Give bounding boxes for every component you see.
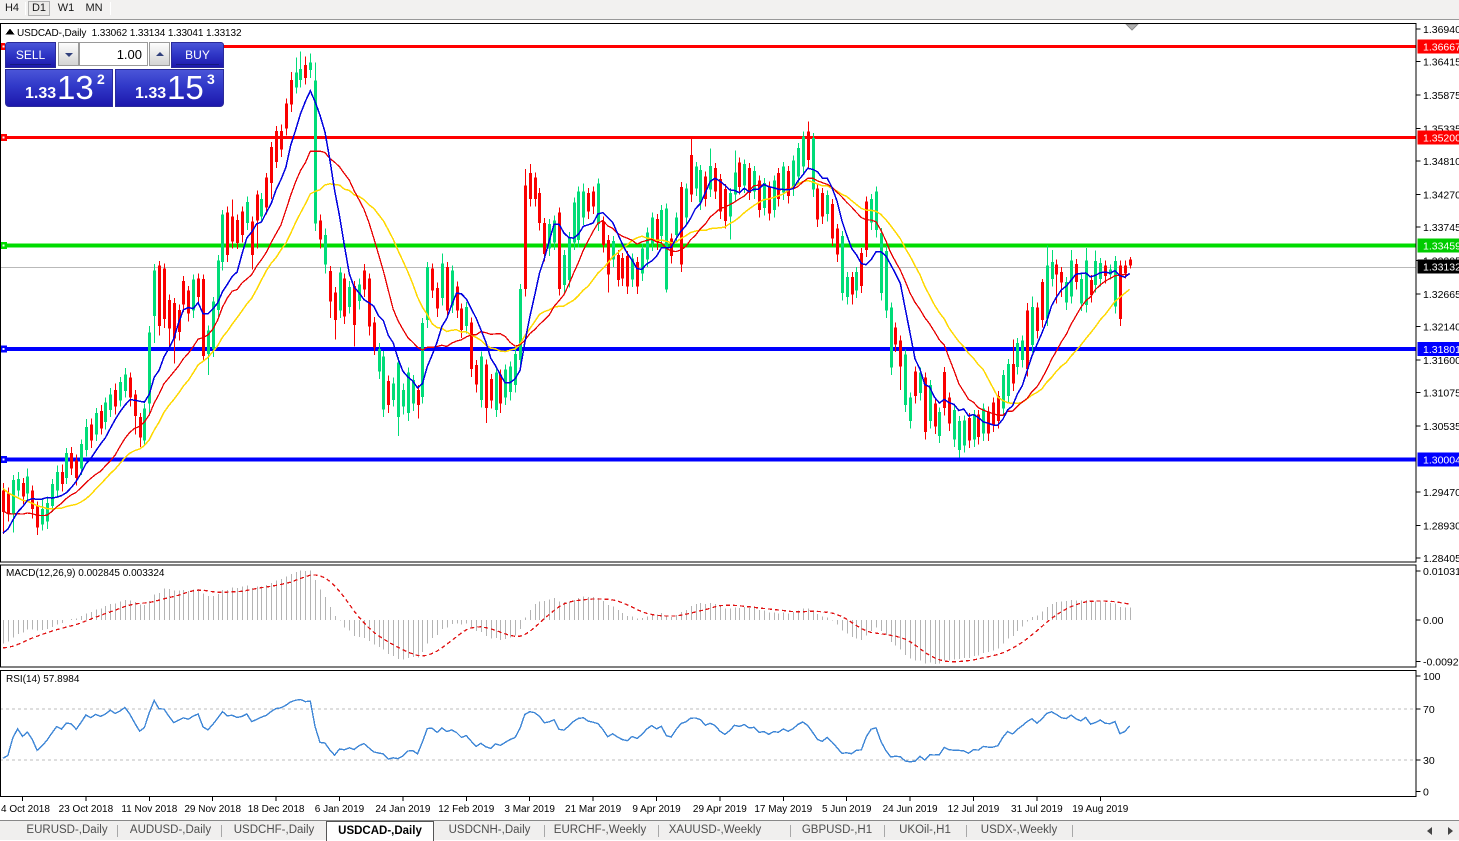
svg-text:4 Oct 2018: 4 Oct 2018 — [1, 804, 50, 815]
svg-text:1.32140: 1.32140 — [1423, 322, 1459, 334]
svg-text:6 Jan 2019: 6 Jan 2019 — [315, 804, 365, 815]
svg-text:1.30004: 1.30004 — [1423, 455, 1459, 467]
svg-text:RSI(14) 57.8984: RSI(14) 57.8984 — [6, 674, 80, 685]
svg-text:1.35875: 1.35875 — [1423, 90, 1459, 102]
svg-text:MACD(12,26,9) 0.002845 0.00332: MACD(12,26,9) 0.002845 0.003324 — [6, 568, 165, 579]
svg-text:18 Dec 2018: 18 Dec 2018 — [248, 804, 305, 815]
svg-text:23 Oct 2018: 23 Oct 2018 — [59, 804, 114, 815]
svg-text:9 Apr 2019: 9 Apr 2019 — [632, 804, 681, 815]
svg-text:0.010311: 0.010311 — [1423, 566, 1459, 578]
svg-text:12 Feb 2019: 12 Feb 2019 — [438, 804, 495, 815]
svg-text:1.28405: 1.28405 — [1423, 553, 1459, 565]
svg-text:19 Aug 2019: 19 Aug 2019 — [1072, 804, 1129, 815]
svg-text:100: 100 — [1423, 671, 1441, 683]
svg-text:USDCAD-,Daily 1.33062 1.33134: USDCAD-,Daily 1.33062 1.33134 1.33041 1.… — [17, 28, 242, 39]
svg-text:24 Jun 2019: 24 Jun 2019 — [883, 804, 938, 815]
svg-text:31 Jul 2019: 31 Jul 2019 — [1011, 804, 1063, 815]
svg-text:29 Nov 2018: 29 Nov 2018 — [184, 804, 241, 815]
svg-text:1.33745: 1.33745 — [1423, 222, 1459, 234]
svg-text:17 May 2019: 17 May 2019 — [754, 804, 812, 815]
svg-text:1.32665: 1.32665 — [1423, 289, 1459, 301]
svg-text:1.31600: 1.31600 — [1423, 355, 1459, 367]
svg-text:1.28930: 1.28930 — [1423, 521, 1459, 533]
svg-text:1.31801: 1.31801 — [1423, 344, 1459, 356]
svg-text:30: 30 — [1423, 755, 1435, 767]
svg-text:12 Jul 2019: 12 Jul 2019 — [948, 804, 1000, 815]
svg-text:1.36667: 1.36667 — [1423, 42, 1459, 54]
svg-text:11 Nov 2018: 11 Nov 2018 — [121, 804, 177, 815]
svg-text:1.34270: 1.34270 — [1423, 190, 1459, 202]
svg-text:24 Jan 2019: 24 Jan 2019 — [375, 804, 430, 815]
svg-text:1.36940: 1.36940 — [1423, 24, 1459, 36]
svg-text:1.30535: 1.30535 — [1423, 421, 1459, 433]
svg-text:1.34810: 1.34810 — [1423, 156, 1459, 168]
svg-text:0: 0 — [1423, 787, 1429, 799]
svg-text:-0.009203: -0.009203 — [1423, 657, 1459, 669]
svg-text:1.33459: 1.33459 — [1423, 241, 1459, 253]
svg-text:29 Apr 2019: 29 Apr 2019 — [693, 804, 747, 815]
svg-text:5 Jun 2019: 5 Jun 2019 — [822, 804, 872, 815]
svg-text:1.35200: 1.35200 — [1423, 133, 1459, 145]
svg-text:1.33132: 1.33132 — [1423, 262, 1459, 274]
svg-text:0.00: 0.00 — [1423, 615, 1444, 627]
svg-text:1.31075: 1.31075 — [1423, 388, 1459, 400]
svg-text:21 Mar 2019: 21 Mar 2019 — [565, 804, 622, 815]
svg-text:70: 70 — [1423, 704, 1435, 716]
svg-text:3 Mar 2019: 3 Mar 2019 — [504, 804, 555, 815]
svg-text:1.36415: 1.36415 — [1423, 57, 1459, 69]
svg-text:1.29470: 1.29470 — [1423, 487, 1459, 499]
